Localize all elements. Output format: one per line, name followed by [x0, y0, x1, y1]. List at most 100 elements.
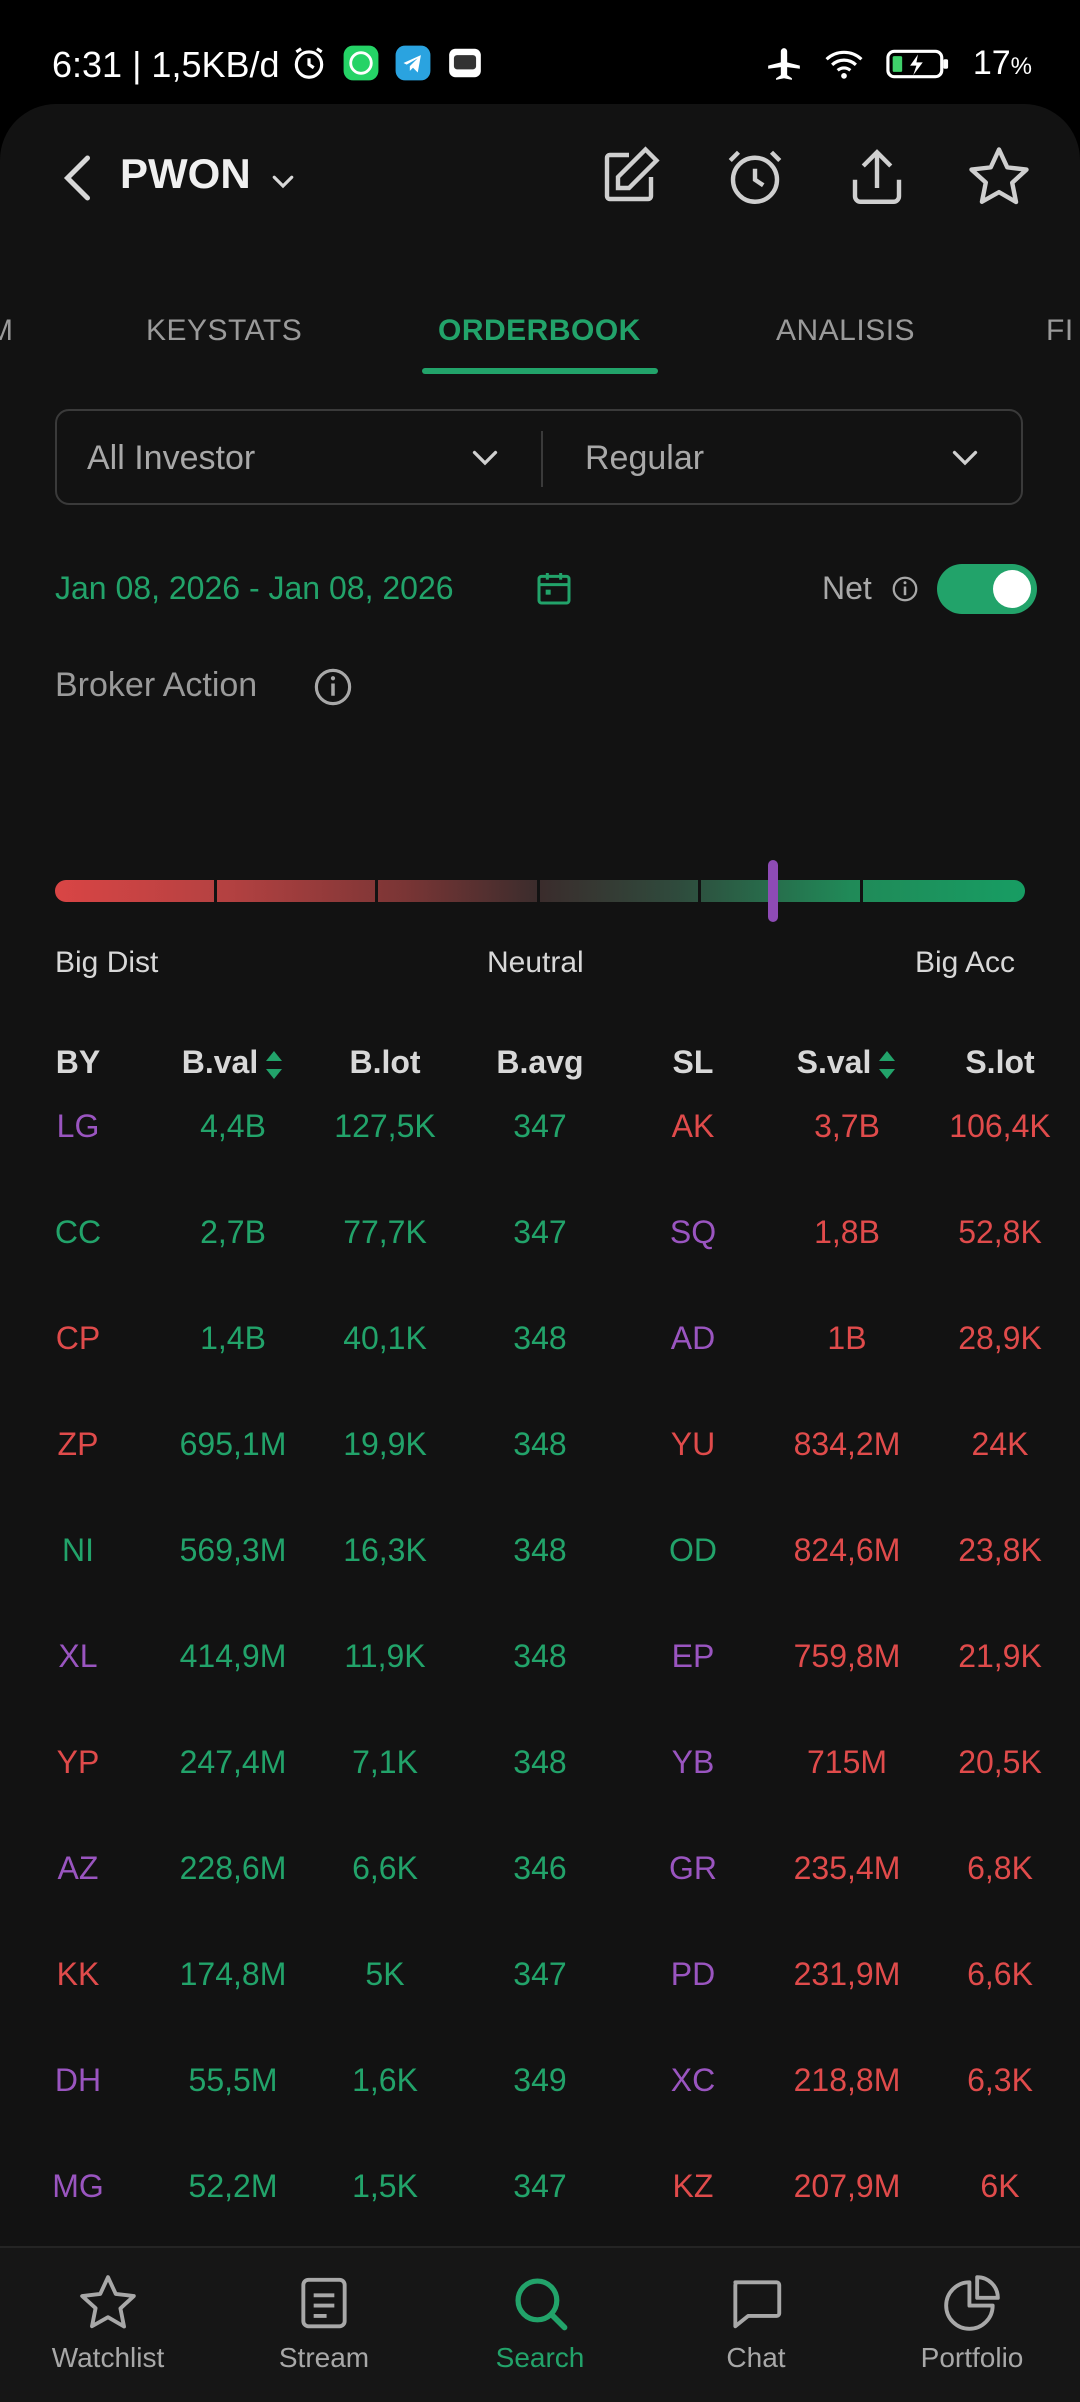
cell-buyer[interactable]: ZP	[57, 1426, 99, 1462]
cell-sell-lot: 21,9K	[958, 1638, 1042, 1674]
table-row[interactable]: AZ 228,6M 6,6K 346 GR 235,4M 6,8K	[0, 1850, 1080, 1956]
cell-seller[interactable]: SQ	[669, 1214, 717, 1250]
gauge-label-big-dist: Big Dist	[55, 946, 159, 979]
cell-buy-value: 174,8M	[179, 1956, 287, 1992]
cell-sell-lot: 24K	[971, 1426, 1029, 1462]
table-row[interactable]: CC 2,7B 77,7K 347 SQ 1,8B 52,8K	[0, 1214, 1080, 1320]
sort-icon[interactable]	[264, 1049, 284, 1081]
table-row[interactable]: CP 1,4B 40,1K 348 AD 1B 28,9K	[0, 1320, 1080, 1426]
sort-icon[interactable]	[877, 1049, 897, 1081]
header-sval[interactable]: S.val	[772, 1044, 922, 1081]
chevron-down-icon	[952, 450, 978, 466]
cell-seller[interactable]: XC	[670, 2062, 716, 2098]
investor-dropdown[interactable]: All Investor	[57, 411, 541, 503]
cell-sell-lot: 106,4K	[949, 1108, 1051, 1144]
battery-unit: %	[1010, 53, 1032, 80]
cell-seller[interactable]: YB	[671, 1744, 715, 1780]
cell-buy-lot: 127,5K	[334, 1108, 436, 1144]
header-blot[interactable]: B.lot	[349, 1044, 421, 1080]
cell-buy-value: 4,4B	[200, 1108, 266, 1144]
cell-buyer[interactable]: KK	[56, 1956, 100, 1992]
cell-buyer[interactable]: LG	[56, 1108, 100, 1144]
cell-buyer[interactable]: AZ	[57, 1850, 99, 1886]
cell-seller[interactable]: KZ	[672, 2168, 714, 2204]
cell-buyer[interactable]: DH	[54, 2062, 102, 2098]
info-icon[interactable]	[890, 574, 920, 604]
notification-icons	[290, 44, 484, 82]
gauge-tick	[214, 880, 217, 902]
cell-buy-avg: 348	[513, 1532, 567, 1568]
cell-buyer[interactable]: CC	[54, 1214, 102, 1250]
cell-seller[interactable]: GR	[669, 1850, 717, 1886]
table-row[interactable]: DH 55,5M 1,6K 349 XC 218,8M 6,3K	[0, 2062, 1080, 2168]
cell-buy-lot: 5K	[365, 1956, 405, 1992]
net-toggle[interactable]	[937, 564, 1037, 614]
chevron-down-icon[interactable]	[268, 166, 298, 196]
cell-buyer[interactable]: XL	[58, 1638, 98, 1674]
cell-sell-lot: 23,8K	[958, 1532, 1042, 1568]
cell-buyer[interactable]: CP	[55, 1320, 101, 1356]
table-row[interactable]: YP 247,4M 7,1K 348 YB 715M 20,5K	[0, 1744, 1080, 1850]
tab-analisis[interactable]: ANALISIS	[776, 314, 916, 347]
cell-seller[interactable]: YU	[670, 1426, 716, 1462]
cell-buy-value: 228,6M	[179, 1850, 287, 1886]
nav-label: Watchlist	[51, 2342, 165, 2373]
header-slot[interactable]: S.lot	[965, 1044, 1035, 1080]
cell-buy-lot: 77,7K	[343, 1214, 427, 1250]
battery-icon	[886, 49, 948, 78]
cell-buyer[interactable]: NI	[62, 1532, 94, 1568]
airplane-icon	[767, 47, 800, 80]
table-row[interactable]: LG 4,4B 127,5K 347 AK 3,7B 106,4K	[0, 1108, 1080, 1214]
cell-buy-avg: 347	[513, 1108, 567, 1144]
star-icon[interactable]	[966, 144, 1032, 210]
info-icon[interactable]	[312, 666, 354, 708]
nav-label: Search	[495, 2342, 585, 2373]
cell-sell-value: 1,8B	[814, 1214, 880, 1250]
cell-seller[interactable]: PD	[670, 1956, 716, 1992]
date-range[interactable]: Jan 08, 2026 - Jan 08, 2026	[55, 570, 454, 606]
calendar-icon[interactable]	[534, 568, 574, 608]
nav-chat[interactable]: Chat	[656, 2272, 856, 2402]
gauge-tick	[537, 880, 540, 902]
cell-seller[interactable]: OD	[669, 1532, 717, 1568]
edit-note-icon[interactable]	[596, 144, 662, 210]
pie-chart-icon	[944, 2275, 1000, 2331]
battery-percent: 17	[972, 44, 1011, 82]
table-row[interactable]: KK 174,8M 5K 347 PD 231,9M 6,6K	[0, 1956, 1080, 2062]
market-dropdown[interactable]: Regular	[543, 411, 1021, 503]
tab-partial-left[interactable]: M	[0, 314, 14, 347]
alarm-clock-icon[interactable]	[722, 144, 788, 210]
cell-seller[interactable]: AD	[670, 1320, 716, 1356]
nav-stream[interactable]: Stream	[224, 2272, 424, 2402]
header-bavg[interactable]: B.avg	[496, 1044, 584, 1080]
table-row[interactable]: NI 569,3M 16,3K 348 OD 824,6M 23,8K	[0, 1532, 1080, 1638]
share-icon[interactable]	[844, 144, 910, 210]
ticker-symbol[interactable]: PWON	[120, 150, 251, 197]
table-row[interactable]: MG 52,2M 1,5K 347 KZ 207,9M 6K	[0, 2168, 1080, 2274]
table-row[interactable]: XL 414,9M 11,9K 348 EP 759,8M 21,9K	[0, 1638, 1080, 1744]
table-row[interactable]: ZP 695,1M 19,9K 348 YU 834,2M 24K	[0, 1426, 1080, 1532]
tab-partial-right[interactable]: FI	[1046, 314, 1074, 347]
header-by[interactable]: BY	[55, 1044, 101, 1080]
cell-buyer[interactable]: YP	[56, 1744, 100, 1780]
nav-portfolio[interactable]: Portfolio	[872, 2272, 1072, 2402]
cell-seller[interactable]: EP	[671, 1638, 715, 1674]
investor-dropdown-value: All Investor	[87, 439, 256, 477]
cell-sell-lot: 6K	[980, 2168, 1020, 2204]
cell-buyer[interactable]: MG	[52, 2168, 104, 2204]
cell-sell-lot: 6,8K	[967, 1850, 1033, 1886]
cell-sell-value: 834,2M	[793, 1426, 901, 1462]
back-arrow-icon[interactable]	[50, 148, 110, 208]
nav-label: Portfolio	[920, 2342, 1024, 2373]
tab-keystats[interactable]: KEYSTATS	[146, 314, 303, 347]
cell-seller[interactable]: AK	[671, 1108, 715, 1144]
header-bval[interactable]: B.val	[158, 1044, 308, 1081]
gauge-tick	[698, 880, 701, 902]
header-sl[interactable]: SL	[672, 1044, 714, 1080]
nav-label: Stream	[278, 2342, 370, 2373]
nav-watchlist[interactable]: Watchlist	[8, 2272, 208, 2402]
nav-search[interactable]: Search	[440, 2272, 640, 2402]
cell-buy-value: 1,4B	[200, 1320, 266, 1356]
tab-orderbook[interactable]: ORDERBOOK	[438, 314, 641, 347]
cell-buy-lot: 6,6K	[352, 1850, 418, 1886]
